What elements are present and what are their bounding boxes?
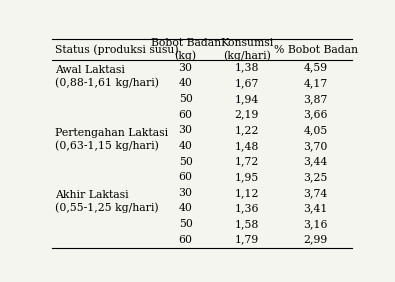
Text: 1,79: 1,79	[235, 235, 259, 245]
Text: 60: 60	[179, 172, 193, 182]
Text: 3,74: 3,74	[304, 188, 328, 198]
Text: 1,72: 1,72	[235, 157, 259, 166]
Text: 1,38: 1,38	[235, 63, 259, 73]
Text: 60: 60	[179, 235, 193, 245]
Text: 1,36: 1,36	[235, 203, 259, 213]
Text: 30: 30	[179, 63, 193, 73]
Text: Pertengahan Laktasi
(0,63-1,15 kg/hari): Pertengahan Laktasi (0,63-1,15 kg/hari)	[55, 128, 169, 151]
Text: 3,25: 3,25	[303, 172, 328, 182]
Text: 1,67: 1,67	[235, 78, 259, 88]
Text: 4,17: 4,17	[304, 78, 328, 88]
Text: 3,41: 3,41	[303, 203, 328, 213]
Text: 3,87: 3,87	[303, 94, 328, 104]
Text: 1,12: 1,12	[235, 188, 259, 198]
Text: 30: 30	[179, 188, 193, 198]
Text: 1,95: 1,95	[235, 172, 259, 182]
Text: 3,70: 3,70	[303, 141, 328, 151]
Text: 3,16: 3,16	[303, 219, 328, 229]
Text: 50: 50	[179, 219, 192, 229]
Text: 50: 50	[179, 157, 192, 166]
Text: 1,94: 1,94	[235, 94, 259, 104]
Text: 1,58: 1,58	[235, 219, 259, 229]
Text: 2,99: 2,99	[304, 235, 328, 245]
Text: Status (produksi susu): Status (produksi susu)	[55, 44, 179, 55]
Text: 30: 30	[179, 125, 193, 135]
Text: 3,66: 3,66	[303, 110, 328, 120]
Text: 2,19: 2,19	[235, 110, 259, 120]
Text: 1,22: 1,22	[235, 125, 259, 135]
Text: Awal Laktasi
(0,88-1,61 kg/hari): Awal Laktasi (0,88-1,61 kg/hari)	[55, 65, 160, 88]
Text: 40: 40	[179, 203, 192, 213]
Text: Bobot Badan
(kg): Bobot Badan (kg)	[150, 38, 221, 61]
Text: 4,05: 4,05	[304, 125, 328, 135]
Text: 4,59: 4,59	[304, 63, 328, 73]
Text: 50: 50	[179, 94, 192, 104]
Text: 60: 60	[179, 110, 193, 120]
Text: 1,48: 1,48	[235, 141, 259, 151]
Text: 40: 40	[179, 141, 192, 151]
Text: 40: 40	[179, 78, 192, 88]
Text: Konsumsi
(kg/hari): Konsumsi (kg/hari)	[220, 38, 273, 61]
Text: 3,44: 3,44	[304, 157, 328, 166]
Text: Akhir Laktasi
(0,55-1,25 kg/hari): Akhir Laktasi (0,55-1,25 kg/hari)	[55, 190, 159, 213]
Text: % Bobot Badan: % Bobot Badan	[274, 45, 358, 55]
